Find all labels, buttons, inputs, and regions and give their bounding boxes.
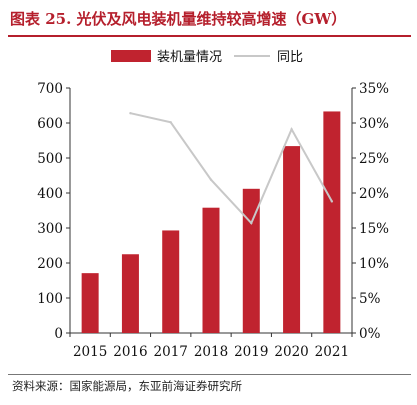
legend-bar-label: 装机量情况 — [157, 50, 222, 65]
source-note: 资料来源：国家能源局，东亚前海证券研究所 — [12, 379, 242, 393]
right-tick-label: 15% — [359, 221, 389, 237]
right-tick-label: 30% — [359, 116, 389, 132]
left-tick-label: 300 — [37, 221, 63, 237]
legend-line-label: 同比 — [277, 50, 303, 65]
x-tick-label: 2015 — [73, 344, 107, 360]
left-tick-label: 400 — [37, 186, 63, 202]
legend: 装机量情况 同比 — [111, 50, 303, 65]
bar — [81, 273, 99, 333]
right-tick-label: 25% — [359, 151, 389, 167]
yoy-point — [129, 112, 132, 115]
x-tick-label: 2017 — [154, 344, 188, 360]
axes-layer: 0 100 200 300 400 500 600 700 0% 5% 10% 15% 20% 25% 30… — [37, 81, 389, 360]
yoy-point — [250, 221, 253, 225]
x-tick-label: 2021 — [315, 344, 349, 360]
right-tick-label: 5% — [359, 291, 381, 307]
yoy-point — [330, 200, 334, 203]
left-tick-label: 100 — [37, 291, 63, 307]
line-layer — [129, 112, 334, 225]
left-tick-label: 200 — [37, 256, 63, 272]
left-tick-label: 600 — [37, 116, 63, 132]
x-tick-label: 2019 — [234, 344, 268, 360]
right-tick-label: 10% — [359, 256, 389, 272]
right-tick-label: 35% — [359, 81, 389, 97]
yoy-point — [209, 178, 213, 181]
title-rule — [8, 35, 411, 37]
bar — [242, 188, 260, 333]
source-rule — [8, 374, 411, 375]
x-tick-label: 2020 — [274, 344, 308, 360]
yoy-point — [169, 121, 172, 124]
x-tick-label: 2018 — [194, 344, 228, 360]
right-tick-label: 20% — [359, 186, 389, 202]
bar — [283, 146, 301, 333]
legend-bar-swatch — [111, 50, 151, 62]
left-tick-label: 0 — [54, 326, 63, 342]
bar — [162, 230, 180, 333]
x-tick-label: 2016 — [113, 344, 147, 360]
chart-svg: 0 100 200 300 400 500 600 700 0% 5% 10% 15% 20% 25% 30… — [37, 50, 389, 360]
bar — [323, 111, 341, 333]
bars-layer — [81, 111, 341, 333]
right-tick-label: 0% — [359, 326, 381, 342]
yoy-point — [290, 128, 293, 131]
figure-title: 图表 25. 光伏及风电装机量维持较高增速（GW） — [10, 10, 347, 28]
yoy-line — [130, 112, 333, 225]
bar — [202, 207, 220, 333]
left-tick-label: 500 — [37, 151, 63, 167]
bar — [121, 254, 139, 333]
left-tick-label: 700 — [37, 81, 63, 97]
